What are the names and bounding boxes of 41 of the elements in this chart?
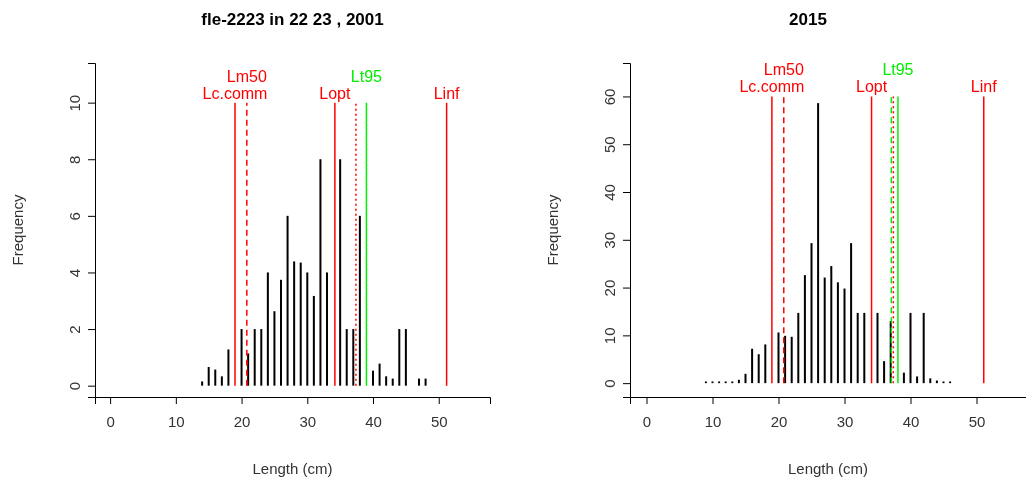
x-tick-label: 30	[836, 412, 854, 430]
y-tick-label: 0	[601, 379, 618, 388]
ref-line-label: Lc.comm	[202, 84, 268, 102]
y-tick-label: 40	[601, 184, 618, 201]
x-tick-label: 20	[233, 412, 251, 430]
x-tick-label: 40	[902, 412, 920, 430]
x-tick-label: 0	[642, 412, 652, 430]
y-tick-label: 60	[601, 88, 618, 106]
chart-title: fle-2223 in 22 23 , 2001	[201, 10, 384, 29]
y-axis-title: Frequency	[9, 194, 26, 266]
x-tick-label: 50	[968, 412, 986, 430]
ref-line-label: Linf	[433, 84, 461, 102]
y-tick-label: 2	[66, 325, 83, 334]
ref-line-label: Lopt	[319, 84, 352, 102]
y-tick-label: 20	[601, 279, 618, 297]
y-tick-label: 30	[601, 231, 618, 249]
x-tick-label: 20	[770, 412, 788, 430]
ref-line-label: Lopt	[855, 78, 888, 96]
ref-line-label: Linf	[970, 78, 998, 96]
y-tick-label: 6	[66, 212, 83, 221]
y-tick-label: 4	[66, 268, 83, 278]
ref-line-label: Lt95	[350, 67, 383, 85]
x-axis-title: Length (cm)	[787, 460, 869, 477]
ref-line-label: Lc.comm	[739, 78, 805, 96]
y-tick-label: 0	[66, 382, 83, 391]
x-tick-label: 40	[365, 412, 382, 430]
x-axis-title: Length (cm)	[252, 460, 333, 477]
ref-line-label: Lt95	[882, 61, 914, 79]
ref-line-label: Lm50	[763, 61, 804, 79]
x-tick-label: 10	[704, 412, 722, 430]
ref-line-label: Lm50	[226, 67, 267, 85]
y-tick-label: 10	[66, 94, 83, 112]
x-tick-label: 10	[168, 412, 185, 430]
y-tick-label: 8	[66, 155, 83, 164]
x-tick-label: 50	[430, 412, 448, 430]
y-tick-label: 10	[601, 327, 618, 345]
x-tick-label: 0	[106, 412, 115, 430]
y-tick-label: 50	[601, 136, 618, 154]
x-tick-label: 30	[299, 412, 317, 430]
y-axis-title: Frequency	[544, 194, 561, 266]
chart-title: 2015	[789, 10, 827, 29]
